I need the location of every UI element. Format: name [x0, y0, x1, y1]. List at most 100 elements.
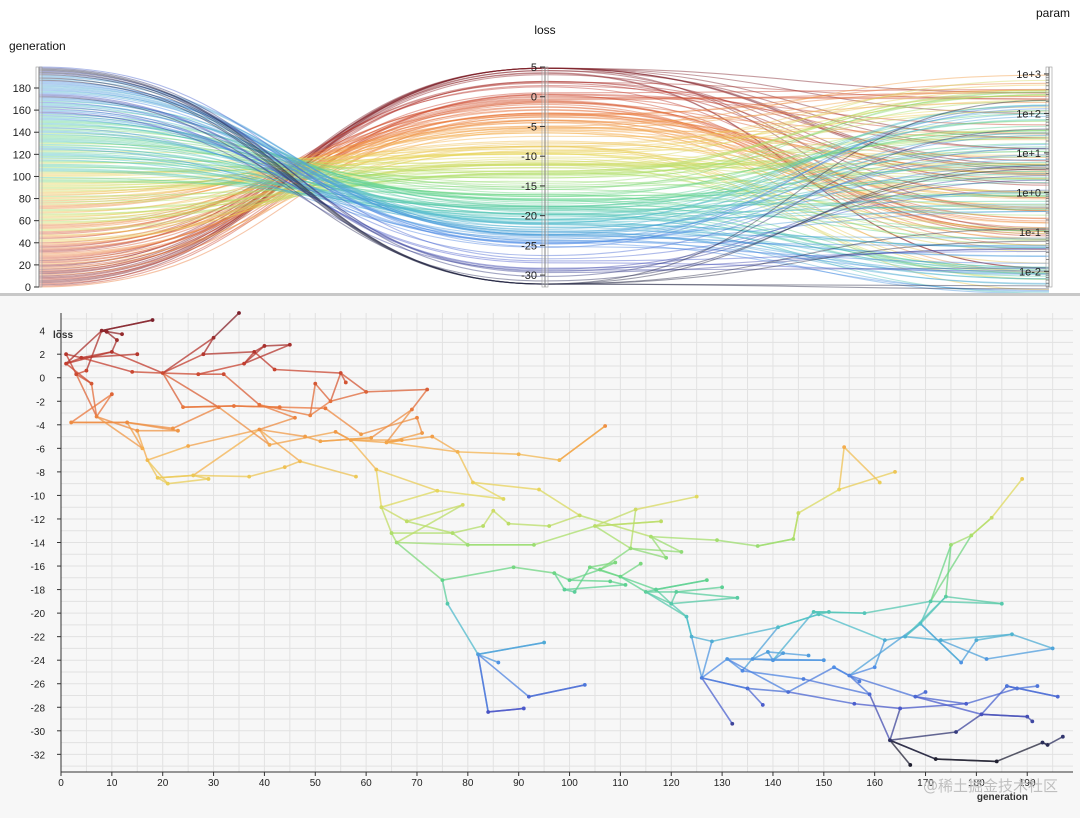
- scatter-y-axis-title: loss: [53, 330, 73, 341]
- scatter-link: [746, 687, 764, 706]
- scatter-link: [868, 693, 891, 741]
- scatter-y-tick-label: -22: [31, 633, 46, 644]
- scatter-link: [85, 330, 103, 371]
- scatter-point: [1045, 743, 1050, 747]
- scatter-link: [366, 388, 428, 393]
- scatter-point: [79, 355, 84, 360]
- scatter-link: [594, 520, 662, 527]
- scatter-point: [135, 428, 140, 433]
- scatter-point: [771, 658, 775, 663]
- pc-line: [38, 167, 1050, 242]
- pc-tick-label: 40: [19, 238, 31, 250]
- scatter-point: [796, 511, 801, 515]
- pc-line: [38, 93, 1050, 285]
- pc-line: [38, 170, 1050, 246]
- scatter-y-tick-label: -12: [31, 515, 46, 526]
- pc-tick-label: 5: [531, 62, 537, 74]
- pc-axis-title-generation: generation: [9, 39, 66, 53]
- pc-line: [38, 67, 1050, 273]
- scatter-link: [223, 373, 260, 406]
- pc-line: [38, 78, 1050, 284]
- scatter-point: [893, 469, 897, 474]
- scatter-link: [838, 471, 896, 491]
- scatter-link: [700, 641, 713, 679]
- scatter-link: [309, 383, 317, 416]
- watermark-text: @稀土掘金技术社区: [922, 777, 1058, 795]
- pc-line: [38, 68, 1050, 285]
- scatter-y-tick-label: -26: [31, 680, 46, 691]
- scatter-link: [701, 677, 733, 725]
- scatter-points: [64, 311, 1065, 767]
- scatter-point: [1055, 694, 1060, 699]
- scatter-link: [396, 504, 464, 544]
- pc-line: [38, 94, 1050, 172]
- scatter-link: [75, 373, 98, 417]
- scatter-point: [216, 405, 221, 410]
- scatter-link: [950, 534, 972, 546]
- scatter-point: [847, 673, 852, 678]
- pc-line: [38, 73, 1050, 272]
- scatter-point: [959, 660, 964, 665]
- scatter-y-tick-label: -8: [36, 468, 45, 479]
- pc-line: [38, 90, 1050, 285]
- scatter-link: [264, 343, 290, 347]
- scatter-link: [330, 391, 367, 403]
- scatter-link: [965, 687, 1018, 705]
- pc-line: [38, 84, 1050, 252]
- scatter-point: [786, 690, 791, 694]
- scatter-point: [176, 428, 180, 433]
- scatter-point: [221, 372, 226, 377]
- scatter-link: [446, 603, 479, 655]
- scatter-point: [1040, 740, 1045, 745]
- scatter-link: [752, 651, 769, 660]
- scatter-link: [457, 451, 519, 456]
- scatter-x-tick-label: 150: [815, 778, 832, 789]
- scatter-x-tick-label: 10: [106, 778, 118, 789]
- scatter-link: [324, 407, 362, 435]
- scatter-link: [147, 445, 189, 461]
- scatter-point: [354, 474, 358, 479]
- scatter-point: [567, 578, 572, 583]
- pc-tick-label: 120: [13, 149, 31, 161]
- scatter-link: [284, 460, 301, 468]
- scatter-link: [701, 677, 748, 690]
- scatter-point: [201, 352, 206, 357]
- scatter-point: [74, 372, 79, 377]
- scatter-link: [594, 508, 636, 527]
- scatter-point: [547, 524, 552, 528]
- scatter-point: [643, 590, 648, 594]
- scatter-link: [787, 666, 835, 693]
- scatter-point: [450, 531, 455, 535]
- scatter-point: [872, 665, 877, 670]
- scatter-link: [599, 547, 632, 571]
- scatter-point: [521, 706, 526, 711]
- pc-line: [38, 100, 1050, 179]
- scatter-x-tick-label: 20: [157, 778, 169, 789]
- scatter-point: [974, 638, 979, 643]
- panel-divider[interactable]: [0, 293, 1080, 296]
- scatter-link: [406, 520, 453, 534]
- scatter-link: [747, 687, 789, 693]
- scatter-point: [338, 371, 343, 375]
- scatter-link: [279, 406, 326, 410]
- scatter-point: [928, 599, 933, 604]
- pc-tick-label: 100: [13, 171, 31, 183]
- pc-line: [38, 80, 1050, 274]
- scatter-link: [81, 356, 133, 373]
- scatter-link: [889, 708, 901, 741]
- pc-line: [38, 67, 1050, 277]
- scatter-link: [172, 406, 219, 430]
- scatter-point: [532, 542, 536, 547]
- scatter-y-tick-label: -6: [36, 444, 45, 455]
- scatter-point: [674, 590, 679, 594]
- scatter-point: [730, 721, 735, 726]
- pc-tick-label: 1e+2: [1016, 108, 1041, 120]
- scatter-link: [843, 446, 881, 484]
- pc-line: [38, 97, 1050, 275]
- scatter-link: [630, 547, 682, 553]
- scatter-link: [1047, 735, 1064, 746]
- scatter-point: [954, 730, 958, 734]
- scatter-point: [374, 467, 379, 472]
- scatter-link: [396, 541, 443, 581]
- scatter-link: [452, 525, 484, 534]
